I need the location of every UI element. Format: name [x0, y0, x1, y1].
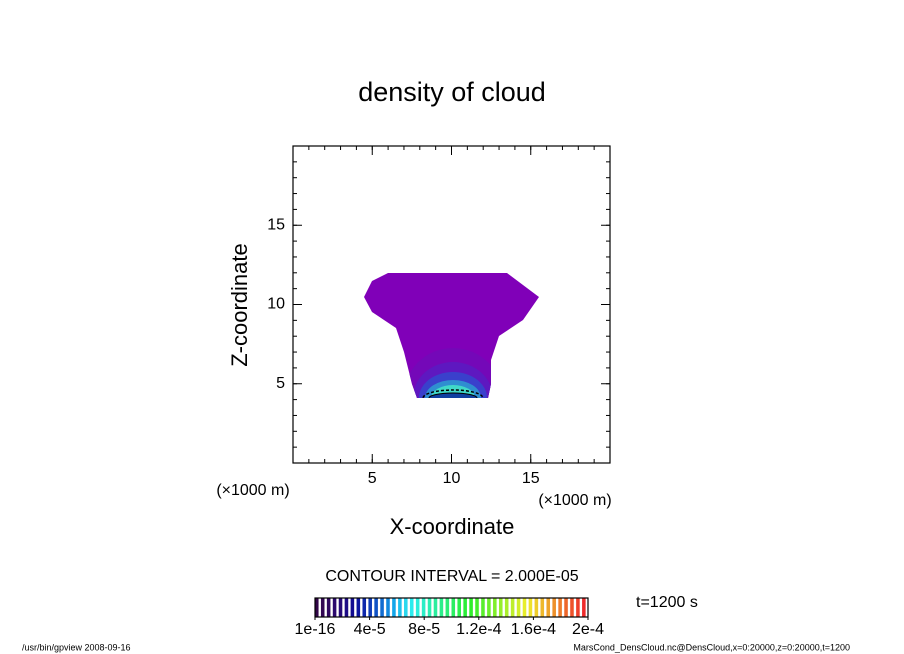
colorbar-swatch: [421, 598, 426, 617]
colorbar-swatch: [409, 598, 414, 617]
colorbar-label: 1.6e-4: [511, 621, 556, 638]
colorbar-swatch: [439, 598, 444, 617]
colorbar-swatch: [320, 598, 325, 617]
x-tick-label: 10: [443, 470, 461, 487]
footer-left: /usr/bin/gpview 2008-09-16: [22, 642, 131, 652]
colorbar-swatch: [469, 598, 473, 617]
colorbar-label: 4e-5: [354, 621, 386, 638]
colorbar-swatch: [344, 598, 349, 617]
colorbar-swatch: [404, 598, 408, 617]
contour-interval: CONTOUR INTERVAL = 2.000E-05: [325, 568, 578, 585]
colorbar: 1e-16 4e-5 8e-5 1.2e-4 1.6e-4 2e-4: [295, 597, 604, 638]
colorbar-swatch: [498, 598, 503, 617]
contour-fill: [364, 273, 539, 398]
colorbar-swatch: [368, 598, 372, 617]
colorbar-swatch: [380, 598, 384, 617]
colorbar-frame: [314, 597, 589, 618]
colorbar-swatch: [386, 598, 390, 617]
colorbar-swatch: [558, 598, 562, 617]
y-tick-label: 10: [267, 296, 285, 313]
contour-field: [364, 273, 539, 398]
colorbar-swatch: [475, 598, 479, 617]
colorbar-label: 8e-5: [408, 621, 440, 638]
colorbar-swatch: [481, 598, 485, 617]
colorbar-swatch: [463, 598, 467, 617]
colorbar-swatch: [362, 598, 367, 617]
colorbar-swatch: [356, 598, 361, 617]
colorbar-swatch: [457, 598, 461, 617]
colorbar-label: 2e-4: [572, 621, 604, 638]
colorbar-swatch: [540, 598, 545, 617]
colorbar-swatch: [338, 598, 343, 617]
chart-title: density of cloud: [358, 77, 546, 107]
axes: 5 10 15 5 10 15: [267, 145, 611, 487]
colorbar-swatch: [487, 598, 491, 617]
colorbar-swatch: [552, 598, 556, 617]
colorbar-swatch: [528, 598, 533, 617]
colorbar-swatch: [398, 598, 402, 617]
colorbar-swatch: [516, 598, 521, 617]
y-tick-label: 15: [267, 216, 285, 233]
colorbar-swatch: [570, 598, 574, 617]
colorbar-swatch: [427, 598, 432, 617]
colorbar-swatch: [392, 598, 396, 617]
colorbar-swatch: [326, 598, 331, 617]
contour-fill: [431, 385, 475, 398]
colorbar-swatch: [350, 598, 355, 617]
footer-right: MarsCond_DensCloud.nc@DensCloud,x=0:2000…: [573, 642, 850, 652]
x-axis-label: X-coordinate: [390, 514, 515, 539]
colorbar-swatch: [493, 598, 497, 617]
colorbar-swatch: [546, 598, 551, 617]
colorbar-swatch: [332, 598, 337, 617]
contour-line: [422, 389, 484, 398]
colorbar-swatch: [315, 598, 319, 617]
y-axis-label: Z-coordinate: [227, 243, 252, 367]
y-unit: (×1000 m): [216, 482, 289, 499]
colorbar-swatch: [415, 598, 420, 617]
colorbar-swatch: [576, 598, 580, 617]
colorbar-swatch: [433, 598, 438, 617]
colorbar-swatch: [534, 598, 539, 617]
colorbar-swatch: [504, 598, 509, 617]
contour-line: [428, 392, 478, 398]
colorbar-label: 1.2e-4: [456, 621, 501, 638]
x-unit: (×1000 m): [538, 492, 611, 509]
colorbar-swatch: [445, 598, 450, 617]
colorbar-label: 1e-16: [295, 621, 336, 638]
colorbar-swatch: [564, 598, 568, 617]
colorbar-swatch: [510, 598, 515, 617]
colorbar-swatch: [451, 598, 456, 617]
colorbar-swatch: [582, 598, 586, 617]
x-tick-label: 5: [368, 470, 377, 487]
y-tick-label: 5: [276, 375, 285, 392]
time-label: t=1200 s: [636, 594, 698, 611]
x-tick-label: 15: [522, 470, 540, 487]
colorbar-swatch: [522, 598, 527, 617]
colorbar-swatch: [374, 598, 378, 617]
